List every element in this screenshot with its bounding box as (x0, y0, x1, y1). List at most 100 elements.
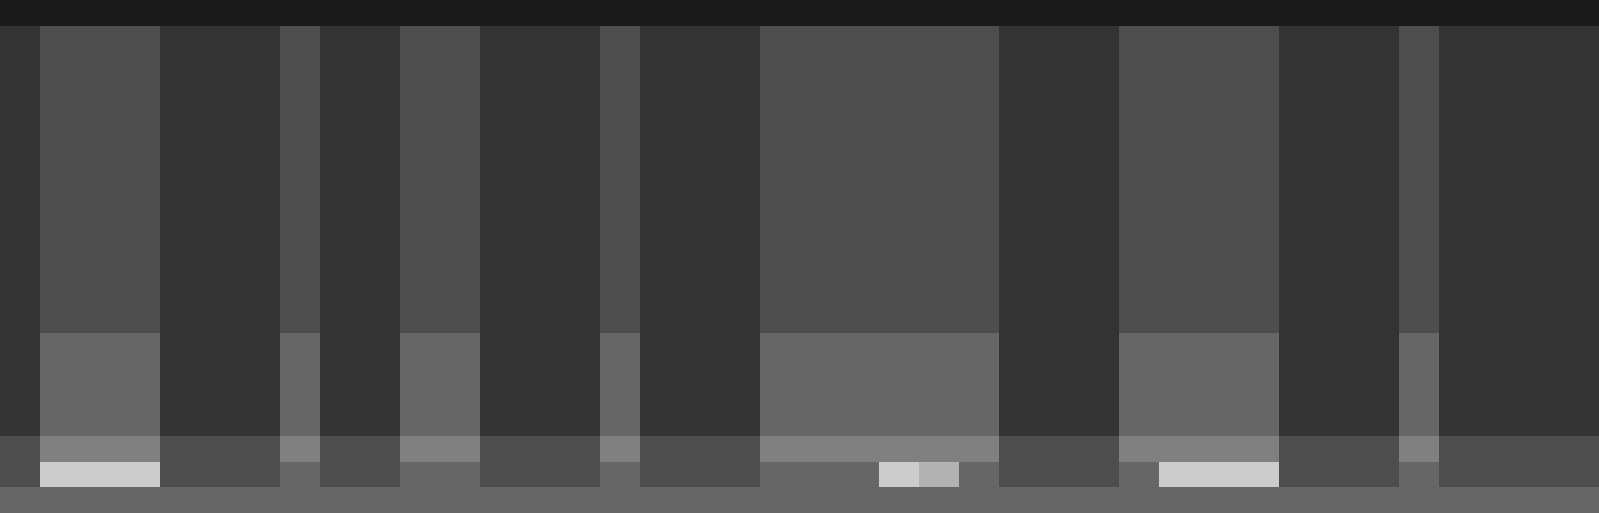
heatmap-cell (1359, 231, 1400, 258)
heatmap-cell (919, 26, 960, 53)
heatmap-cell (1239, 257, 1280, 284)
heatmap-cell (1279, 257, 1320, 284)
heatmap-cell (240, 257, 281, 284)
heatmap-cell (999, 26, 1040, 53)
heatmap-cell (1359, 154, 1400, 181)
heatmap-cell (40, 154, 81, 181)
heatmap-cell (879, 333, 920, 360)
heatmap-cell (839, 77, 880, 104)
heatmap-cell (999, 462, 1040, 489)
heatmap-cell (1439, 487, 1480, 513)
heatmap-cell (200, 51, 241, 78)
heatmap-cell (999, 308, 1040, 335)
heatmap-cell (1039, 180, 1080, 207)
heatmap-cell (680, 180, 721, 207)
heatmap-cell (1319, 257, 1360, 284)
heatmap-cell (0, 205, 41, 232)
heatmap-cell (839, 282, 880, 309)
heatmap-cell (400, 0, 441, 27)
heatmap-cell (1279, 154, 1320, 181)
heatmap-cell (999, 410, 1040, 437)
heatmap-cell (520, 487, 561, 513)
heatmap-cell (879, 436, 920, 463)
heatmap-cell (1559, 26, 1599, 53)
heatmap-cell (879, 77, 920, 104)
heatmap-cell (959, 77, 1000, 104)
heatmap-cell (200, 385, 241, 412)
heatmap-cell (0, 333, 41, 360)
heatmap-cell (520, 205, 561, 232)
heatmap-cell (680, 205, 721, 232)
heatmap-cell (560, 359, 601, 386)
heatmap-cell (200, 180, 241, 207)
heatmap-cell (1159, 154, 1200, 181)
heatmap-cell (1559, 154, 1599, 181)
heatmap-cell (520, 128, 561, 155)
heatmap-cell (919, 128, 960, 155)
heatmap-cell (40, 231, 81, 258)
heatmap-cell (680, 26, 721, 53)
heatmap-cell (1319, 487, 1360, 513)
heatmap-cell (1559, 77, 1599, 104)
heatmap-cell (120, 333, 161, 360)
heatmap-cell (440, 462, 481, 489)
heatmap-cell (959, 180, 1000, 207)
heatmap-cell (560, 0, 601, 27)
heatmap-cell (760, 436, 801, 463)
heatmap-cell (160, 257, 201, 284)
heatmap-cell (640, 0, 681, 27)
heatmap-cell (1559, 308, 1599, 335)
heatmap-cell (400, 436, 441, 463)
heatmap-cell (40, 436, 81, 463)
heatmap-cell (919, 0, 960, 27)
heatmap-cell (1479, 385, 1520, 412)
heatmap-cell (320, 359, 361, 386)
heatmap-cell (760, 257, 801, 284)
heatmap-cell (1359, 205, 1400, 232)
heatmap-cell (1279, 359, 1320, 386)
heatmap-cell (480, 359, 521, 386)
heatmap-cell (600, 385, 641, 412)
heatmap-cell (80, 308, 121, 335)
heatmap-cell (1439, 103, 1480, 130)
heatmap-cell (720, 487, 761, 513)
heatmap-cell (0, 128, 41, 155)
heatmap-cell (1039, 487, 1080, 513)
heatmap-cell (80, 333, 121, 360)
heatmap-cell (1559, 103, 1599, 130)
heatmap-cell (1159, 231, 1200, 258)
heatmap-cell (240, 77, 281, 104)
heatmap-cell (1199, 77, 1240, 104)
heatmap-cell (1119, 462, 1160, 489)
heatmap-cell (1399, 308, 1440, 335)
heatmap-cell (1239, 103, 1280, 130)
heatmap-cell (1159, 333, 1200, 360)
heatmap-cell (0, 103, 41, 130)
heatmap-cell (40, 77, 81, 104)
heatmap-cell (999, 180, 1040, 207)
heatmap-cell (800, 436, 841, 463)
heatmap-cell (440, 282, 481, 309)
heatmap-cell (480, 282, 521, 309)
heatmap-cell (280, 282, 321, 309)
heatmap-cells (0, 0, 1599, 513)
heatmap-cell (879, 385, 920, 412)
heatmap-cell (520, 333, 561, 360)
heatmap-cell (240, 436, 281, 463)
heatmap-cell (720, 51, 761, 78)
heatmap-cell (1359, 385, 1400, 412)
heatmap-cell (560, 462, 601, 489)
heatmap-cell (480, 51, 521, 78)
heatmap-cell (1439, 0, 1480, 27)
heatmap-cell (360, 205, 401, 232)
heatmap-cell (600, 231, 641, 258)
heatmap-cell (1439, 462, 1480, 489)
heatmap-cell (120, 205, 161, 232)
heatmap-cell (320, 180, 361, 207)
heatmap-cell (1559, 257, 1599, 284)
heatmap-cell (1079, 0, 1120, 27)
heatmap-cell (1439, 154, 1480, 181)
heatmap-cell (280, 487, 321, 513)
heatmap-cell (1039, 436, 1080, 463)
heatmap-cell (1239, 436, 1280, 463)
